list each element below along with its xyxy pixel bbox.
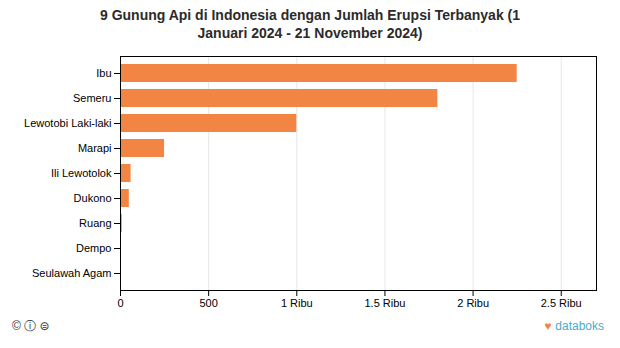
svg-text:0: 0 <box>117 298 123 310</box>
svg-text:500: 500 <box>199 298 217 310</box>
svg-text:Semeru: Semeru <box>73 92 112 104</box>
html-text:9 Gunung Api di Indonesia deng: 9 Gunung Api di Indonesia dengan Jumlah … <box>100 7 520 42</box>
svg-text:Ruang: Ruang <box>79 217 111 229</box>
svg-text:Ibu: Ibu <box>96 67 111 79</box>
svg-text:Marapi: Marapi <box>78 142 112 154</box>
svg-text:Ili Lewotolok: Ili Lewotolok <box>51 167 112 179</box>
svg-text:Dempo: Dempo <box>76 242 111 254</box>
svg-text:1 Ribu: 1 Ribu <box>281 298 313 310</box>
svg-text:Lewotobi Laki-laki: Lewotobi Laki-laki <box>24 117 111 129</box>
svg-text:2.5 Ribu: 2.5 Ribu <box>541 298 582 310</box>
svg-text:Dukono: Dukono <box>74 192 112 204</box>
svg-text:Seulawah Agam: Seulawah Agam <box>32 267 112 279</box>
html-text:♥ databoks: ♥ databoks <box>544 319 604 334</box>
svg-text:1.5 Ribu: 1.5 Ribu <box>364 298 405 310</box>
svg-text:2 Ribu: 2 Ribu <box>457 298 489 310</box>
